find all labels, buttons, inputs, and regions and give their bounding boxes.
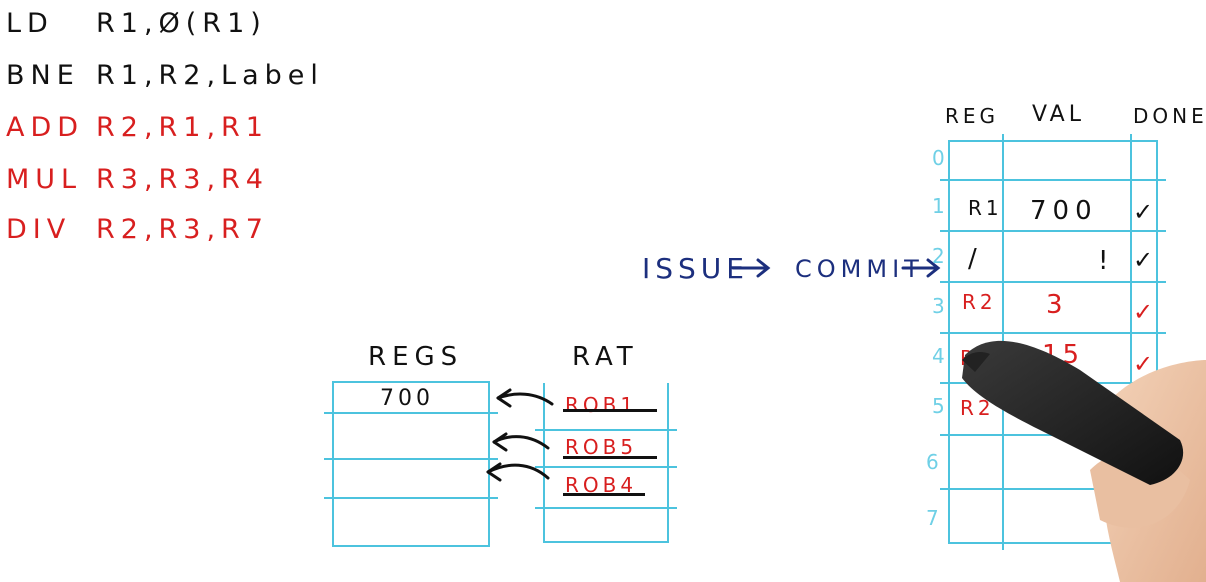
commit-arrow <box>901 258 941 278</box>
rob-index-3: 3 <box>932 294 945 318</box>
rob-index-1: 1 <box>932 194 945 218</box>
regs-title: REGS <box>368 342 464 372</box>
regs-row-divider <box>324 412 498 414</box>
instruction-args: R1,Ø(R1) <box>96 8 267 39</box>
rob-reg-3: R2 <box>962 290 997 314</box>
rob-index-2: 2 <box>932 244 945 268</box>
instruction-op: BNE <box>6 60 80 91</box>
rob-done-4: ✓ <box>1133 350 1158 378</box>
rat-table: ROB1 ROB5 ROB4 <box>535 383 677 543</box>
arrow-head <box>492 432 508 452</box>
strikethrough <box>563 493 645 496</box>
rob-index-7: 7 <box>926 506 939 530</box>
instruction-args: R2,R1,R1 <box>96 112 269 143</box>
rob-row-divider <box>940 230 1166 232</box>
instruction-args: R1,R2,Label <box>96 60 324 91</box>
instruction-div: DIV R2,R3,R7 <box>6 214 269 245</box>
instruction-mul: MUL R3,R3,R4 <box>6 164 269 195</box>
rob-row-divider <box>940 281 1166 283</box>
rob-col-divider <box>1130 134 1132 550</box>
instruction-args: R3,R3,R4 <box>96 164 269 195</box>
rat-cell-0: ROB1 <box>565 393 638 417</box>
strikethrough <box>563 409 657 412</box>
rob-done-1: ✓ <box>1133 198 1158 226</box>
instruction-bne: BNE R1,R2,Label <box>6 60 324 91</box>
instruction-op: MUL <box>6 164 83 195</box>
instruction-ld: LD R1,Ø(R1) <box>6 8 267 39</box>
rob-done-3: ✓ <box>1133 298 1158 326</box>
regs-row-divider <box>324 497 498 499</box>
rob-index-5: 5 <box>932 394 945 418</box>
rob-index-6: 6 <box>926 450 939 474</box>
rob-reg-1: R1 <box>968 196 1003 220</box>
rat-row-divider <box>535 429 677 431</box>
issue-arrow <box>731 258 771 278</box>
rob-val-3: 3 <box>1046 290 1067 320</box>
rob-val-1: 700 <box>1030 196 1098 226</box>
instruction-op: DIV <box>6 214 72 245</box>
arrow-head <box>486 462 502 482</box>
rob-reg-2: / <box>968 244 981 274</box>
rob-val-2: ! <box>1098 246 1113 276</box>
rob-reg-5: R2 <box>960 396 995 420</box>
rob-row-divider <box>940 488 1166 490</box>
rob-header-reg: REG <box>945 104 1000 128</box>
rat-row-divider <box>535 466 677 468</box>
commit-label: COMMIT <box>795 255 924 283</box>
rob-header-val: VAL <box>1032 102 1085 127</box>
arrow-head <box>496 388 512 408</box>
rob-header-done: DONE <box>1133 104 1206 128</box>
rat-cell-1: ROB5 <box>565 435 638 459</box>
instruction-op: ADD <box>6 112 85 143</box>
rob-done-2: ✓ <box>1133 246 1158 274</box>
regs-cell-0: 700 <box>380 386 434 411</box>
rob-row-divider <box>940 179 1166 181</box>
regs-row-divider <box>324 458 498 460</box>
strikethrough <box>563 456 657 459</box>
instruction-add: ADD R2,R1,R1 <box>6 112 269 143</box>
rob-index-4: 4 <box>932 344 945 368</box>
rat-row-divider <box>535 507 677 509</box>
issue-label: ISSUE <box>642 252 749 285</box>
instruction-op: LD <box>6 8 54 39</box>
rob-index-0: 0 <box>932 146 945 170</box>
rob-row-divider <box>940 332 1166 334</box>
instruction-args: R2,R3,R7 <box>96 214 269 245</box>
rat-title: RAT <box>572 342 639 372</box>
regs-table: 700 <box>324 381 498 547</box>
